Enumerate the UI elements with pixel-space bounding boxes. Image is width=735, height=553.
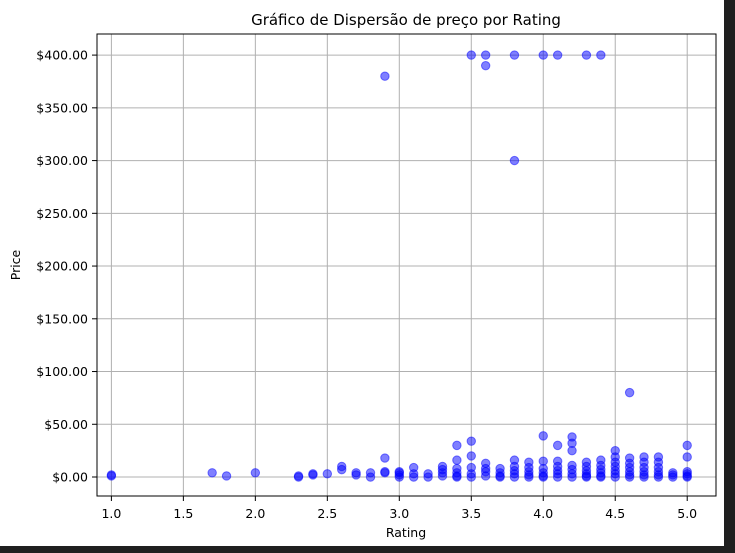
scatter-point (581, 472, 592, 482)
scatter-point (207, 468, 217, 478)
scatter-point (452, 472, 462, 482)
scatter-point (466, 472, 476, 482)
scatter-point (524, 472, 534, 482)
scatter-point (596, 472, 606, 482)
scatter-point (308, 469, 318, 479)
scatter-point (394, 467, 405, 477)
scatter-point (552, 440, 563, 451)
x-tick-label: 3.5 (461, 506, 481, 521)
y-tick-label: $300.00 (36, 153, 88, 168)
y-axis-ticks: $0.00 $50.00 $100.00 $150.00 $200.00 $250.00 $… (36, 48, 97, 485)
data-points (106, 50, 692, 482)
scatter-point (423, 469, 433, 479)
y-tick-label: $250.00 (36, 206, 88, 221)
scatter-point (380, 71, 390, 81)
scatter-point (452, 455, 462, 465)
scatter-point (480, 60, 491, 71)
scatter-point (293, 471, 304, 481)
scatter-point (567, 445, 577, 456)
scatter-point (552, 472, 563, 482)
scatter-point (668, 472, 678, 482)
scatter-point (624, 472, 635, 482)
scatter-point (250, 468, 261, 478)
scatter-point (610, 472, 620, 482)
scatter-point (466, 436, 476, 446)
y-tick-label: $350.00 (36, 100, 88, 115)
chart-title: Gráfico de Dispersão de preço por Rating (251, 11, 561, 29)
scatter-point (682, 440, 692, 451)
chart-figure: Gráfico de Dispersão de preço por Rating… (0, 0, 724, 546)
scatter-point (596, 50, 606, 60)
scatter-point (480, 50, 491, 60)
scatter-point (552, 50, 563, 60)
x-axis-label: Rating (386, 525, 426, 540)
scatter-point (624, 387, 635, 398)
scatter-point (480, 471, 491, 481)
scatter-point (322, 469, 333, 479)
scatter-point (466, 451, 476, 461)
y-tick-label: $400.00 (36, 48, 88, 63)
x-tick-label: 4.0 (533, 506, 553, 521)
scatter-point (682, 452, 692, 462)
x-tick-label: 3.0 (389, 506, 409, 521)
scatter-point (581, 50, 592, 60)
scatter-point (380, 467, 390, 477)
scatter-point (452, 440, 462, 451)
y-axis-label: Price (8, 249, 23, 280)
y-tick-label: $200.00 (36, 259, 88, 274)
x-tick-label: 4.5 (605, 506, 625, 521)
x-tick-label: 1.0 (101, 506, 121, 521)
scatter-point (380, 453, 390, 463)
scatter-point (538, 472, 548, 482)
scatter-point (509, 472, 520, 482)
grid-lines (97, 34, 716, 496)
scatter-point (538, 50, 548, 60)
scatter-point (106, 470, 117, 480)
scatter-point (509, 50, 520, 60)
scatter-point (509, 155, 520, 166)
scatter-point (408, 462, 419, 473)
scatter-point (221, 471, 232, 481)
scatter-chart: Gráfico de Dispersão de preço por Rating… (8, 11, 717, 540)
x-tick-label: 1.5 (173, 506, 193, 521)
scatter-point (466, 50, 476, 60)
x-tick-label: 2.5 (317, 506, 337, 521)
scatter-point (653, 472, 664, 482)
scatter-point (682, 472, 692, 482)
scatter-point (495, 472, 505, 482)
scatter-point (538, 431, 548, 441)
scatter-point (351, 468, 361, 478)
plot-area-frame (96, 33, 717, 497)
scatter-point (337, 461, 347, 472)
y-tick-label: $50.00 (44, 417, 88, 432)
scatter-point (639, 472, 649, 482)
x-tick-label: 2.0 (245, 506, 265, 521)
x-axis-ticks: 1.0 1.5 2.0 2.5 3.0 3.5 4.0 4.5 5.0 (101, 496, 697, 521)
x-tick-label: 5.0 (677, 506, 697, 521)
scatter-point (567, 472, 577, 482)
y-tick-label: $0.00 (52, 470, 88, 485)
scatter-point (437, 461, 448, 472)
y-tick-label: $100.00 (36, 364, 88, 379)
y-tick-label: $150.00 (36, 311, 88, 326)
scatter-point (365, 468, 376, 478)
